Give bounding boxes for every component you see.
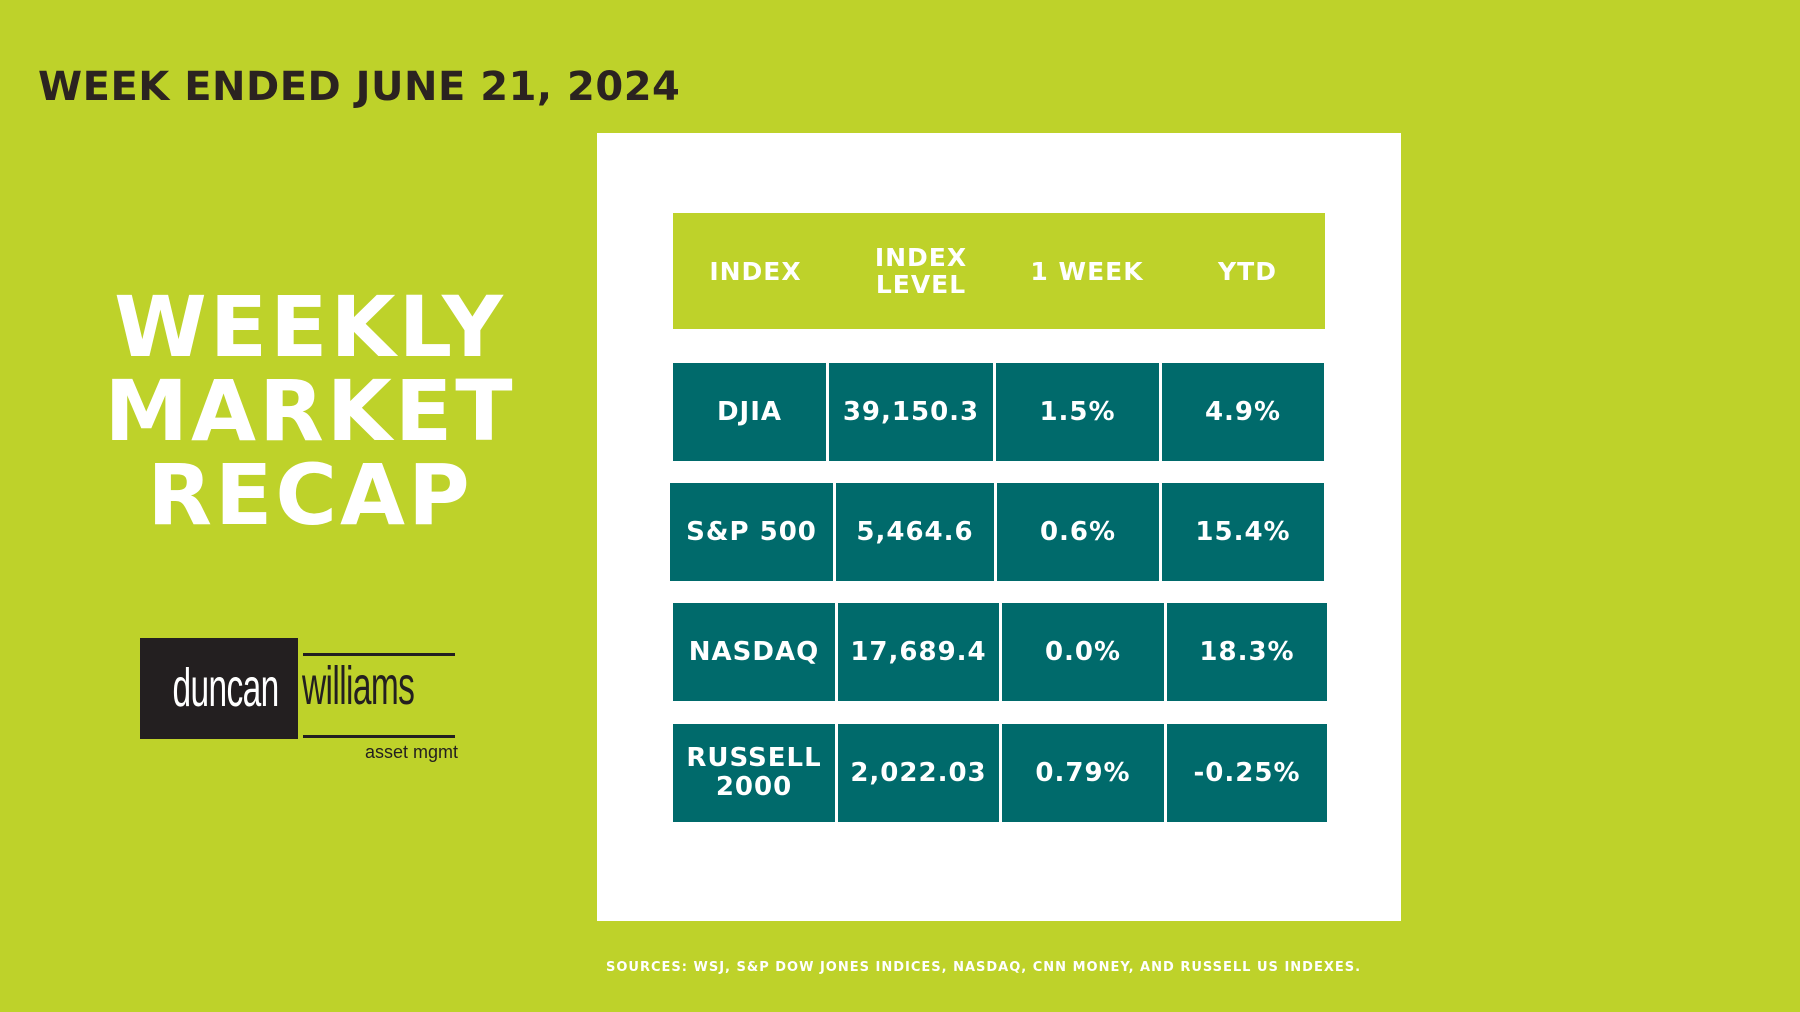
title-line-market: MARKET [104,362,516,460]
cell-1-week: 0.79% [1002,724,1164,822]
logo-williams-block: williams [302,638,598,734]
cell-1-week: 1.5% [996,363,1159,461]
weekly-market-recap-title: WEEKLY MARKET RECAP [80,285,540,537]
cell-index: DJIA [673,363,826,461]
cell-level: 17,689.4 [838,603,999,701]
sources-footnote: SOURCES: WSJ, S&P DOW JONES INDICES, NAS… [606,960,1362,975]
cell-index-line2: 2000 [715,772,793,802]
table-row-nasdaq: NASDAQ 17,689.4 0.0% 18.3% [673,603,1327,701]
logo-word-duncan: duncan [172,658,280,718]
logo-bottom-bar [303,735,455,738]
cell-index: NASDAQ [673,603,835,701]
week-ended-heading: WEEK ENDED JUNE 21, 2024 [38,64,681,110]
logo-tagline: asset mgmt [364,742,458,762]
cell-1-week: 0.0% [1002,603,1164,701]
title-line-recap: RECAP [147,446,473,544]
header-1-week: 1 WEEK [1030,256,1144,286]
cell-index: RUSSELL 2000 [673,724,835,822]
header-index-level-line1: INDEX [874,243,968,272]
cell-level: 39,150.3 [829,363,993,461]
table-row-sp500: S&P 500 5,464.6 0.6% 15.4% [670,483,1325,581]
market-table-panel: INDEX INDEX LEVEL 1 WEEK YTD DJIA 39,150… [597,133,1401,921]
logo-duncan-block: duncan [140,638,298,739]
header-index-level: INDEX LEVEL [838,213,1004,329]
header-ytd: YTD [1218,256,1277,286]
cell-level: 2,022.03 [838,724,999,822]
logo-word-williams: williams [302,656,415,716]
cell-level: 5,464.6 [836,483,994,581]
title-line-weekly: WEEKLY [114,278,506,376]
table-row-russell-2000: RUSSELL 2000 2,022.03 0.79% -0.25% [673,724,1327,822]
cell-ytd: 18.3% [1167,603,1327,701]
cell-index: S&P 500 [670,483,833,581]
duncan-williams-logo: duncan williams asset mgmt [140,638,460,768]
table-row-djia: DJIA 39,150.3 1.5% 4.9% [673,363,1325,461]
table-header: INDEX INDEX LEVEL 1 WEEK YTD [673,213,1325,329]
cell-ytd: 15.4% [1162,483,1324,581]
logo-top-bar [303,653,455,656]
header-index-level-line2: LEVEL [875,270,967,299]
header-index: INDEX [709,256,802,286]
cell-ytd: -0.25% [1167,724,1327,822]
cell-index-line1: RUSSELL [686,743,822,773]
cell-1-week: 0.6% [997,483,1159,581]
cell-ytd: 4.9% [1162,363,1324,461]
